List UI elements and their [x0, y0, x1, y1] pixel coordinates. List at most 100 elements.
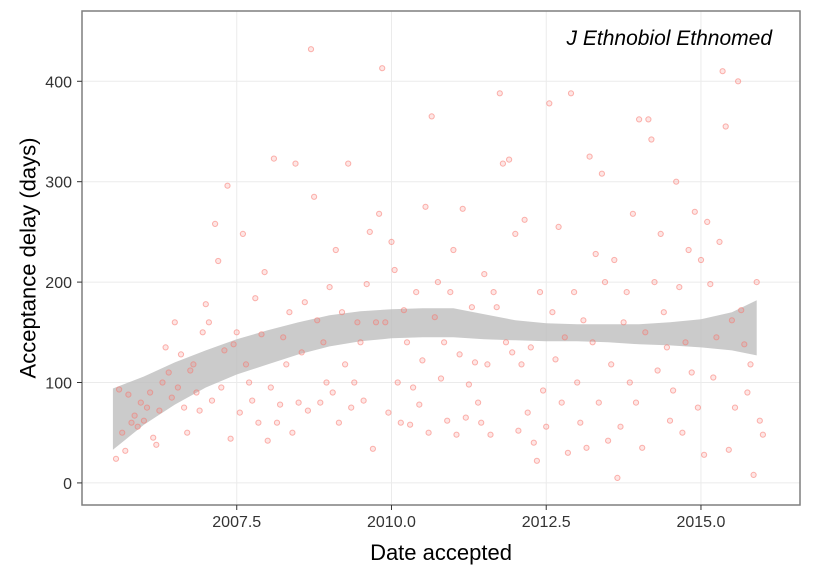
data-point — [382, 319, 389, 326]
data-point — [122, 447, 129, 454]
x-tick-label: 2010.0 — [367, 514, 416, 531]
data-point — [379, 65, 386, 72]
data-point — [493, 304, 500, 311]
data-point — [193, 389, 200, 396]
data-point — [567, 90, 575, 97]
data-point — [580, 317, 587, 324]
data-point — [227, 435, 234, 442]
data-point — [147, 389, 154, 396]
data-point — [571, 289, 578, 296]
data-point — [171, 319, 178, 326]
x-tick-label: 2012.5 — [522, 514, 571, 531]
data-point — [753, 279, 760, 286]
data-point — [555, 223, 562, 230]
data-point — [583, 444, 590, 451]
data-point — [564, 449, 572, 456]
x-tick-label: 2015.0 — [676, 514, 725, 531]
data-point — [506, 156, 513, 163]
data-point — [660, 309, 667, 316]
data-point — [685, 246, 692, 254]
data-point — [190, 361, 197, 368]
data-point — [357, 339, 364, 346]
data-point — [376, 210, 383, 217]
data-point — [605, 437, 612, 444]
data-point — [388, 238, 395, 245]
data-point — [676, 284, 683, 291]
data-point — [577, 419, 584, 426]
data-point — [116, 386, 123, 393]
data-point — [471, 359, 479, 366]
data-point — [595, 399, 602, 406]
data-point — [648, 136, 655, 143]
data-point — [264, 437, 271, 444]
data-point — [326, 284, 333, 291]
data-point — [704, 218, 711, 225]
data-point — [447, 289, 454, 296]
data-point — [311, 193, 318, 200]
data-point — [626, 379, 633, 386]
data-point — [574, 379, 581, 386]
data-point — [558, 399, 565, 406]
data-point — [521, 216, 528, 223]
data-point — [304, 407, 311, 414]
data-point — [249, 397, 256, 404]
data-point — [620, 319, 627, 326]
data-point — [403, 339, 411, 346]
data-point — [289, 429, 296, 436]
data-point — [524, 409, 531, 416]
data-point — [642, 329, 649, 336]
data-point — [165, 369, 172, 376]
data-point — [475, 399, 482, 406]
data-point — [589, 339, 596, 346]
data-point — [258, 331, 265, 338]
data-point — [533, 457, 541, 464]
data-point — [242, 361, 250, 368]
data-point — [731, 404, 739, 411]
data-point — [759, 431, 767, 438]
data-point — [369, 445, 376, 452]
data-point — [416, 401, 423, 408]
data-point — [391, 266, 398, 274]
data-point — [277, 401, 284, 408]
data-point — [413, 289, 420, 296]
data-point — [663, 344, 671, 351]
data-point — [134, 423, 141, 430]
data-point — [295, 399, 302, 406]
data-point — [239, 230, 246, 237]
data-point — [496, 90, 503, 97]
data-point — [509, 349, 516, 356]
data-point — [419, 357, 426, 364]
data-point — [140, 417, 147, 424]
data-point — [360, 397, 367, 404]
y-axis-title: Acceptance delay (days) — [16, 138, 41, 379]
smooth-confidence-ribbon-group — [112, 300, 757, 450]
data-point — [131, 412, 138, 419]
data-point — [425, 429, 432, 436]
data-point — [137, 399, 144, 406]
data-point — [738, 307, 745, 314]
data-point — [422, 203, 429, 210]
data-point — [348, 404, 355, 411]
x-axis-title: Date accepted — [370, 540, 512, 565]
data-point — [314, 317, 321, 324]
data-point — [273, 419, 281, 426]
data-point — [617, 423, 624, 430]
data-point — [119, 429, 126, 436]
data-point — [351, 379, 358, 386]
data-point — [199, 329, 206, 336]
data-point — [601, 279, 609, 286]
data-point — [586, 153, 593, 160]
data-point — [320, 339, 327, 346]
data-point — [184, 429, 191, 436]
data-point — [181, 404, 188, 411]
data-point — [453, 431, 460, 438]
data-point — [410, 384, 417, 391]
data-point — [614, 474, 621, 481]
data-point — [354, 319, 361, 326]
data-point — [725, 446, 732, 453]
data-point — [719, 68, 726, 75]
data-point — [530, 439, 537, 446]
data-point — [177, 351, 185, 358]
data-point — [407, 421, 414, 428]
data-point — [502, 339, 510, 346]
